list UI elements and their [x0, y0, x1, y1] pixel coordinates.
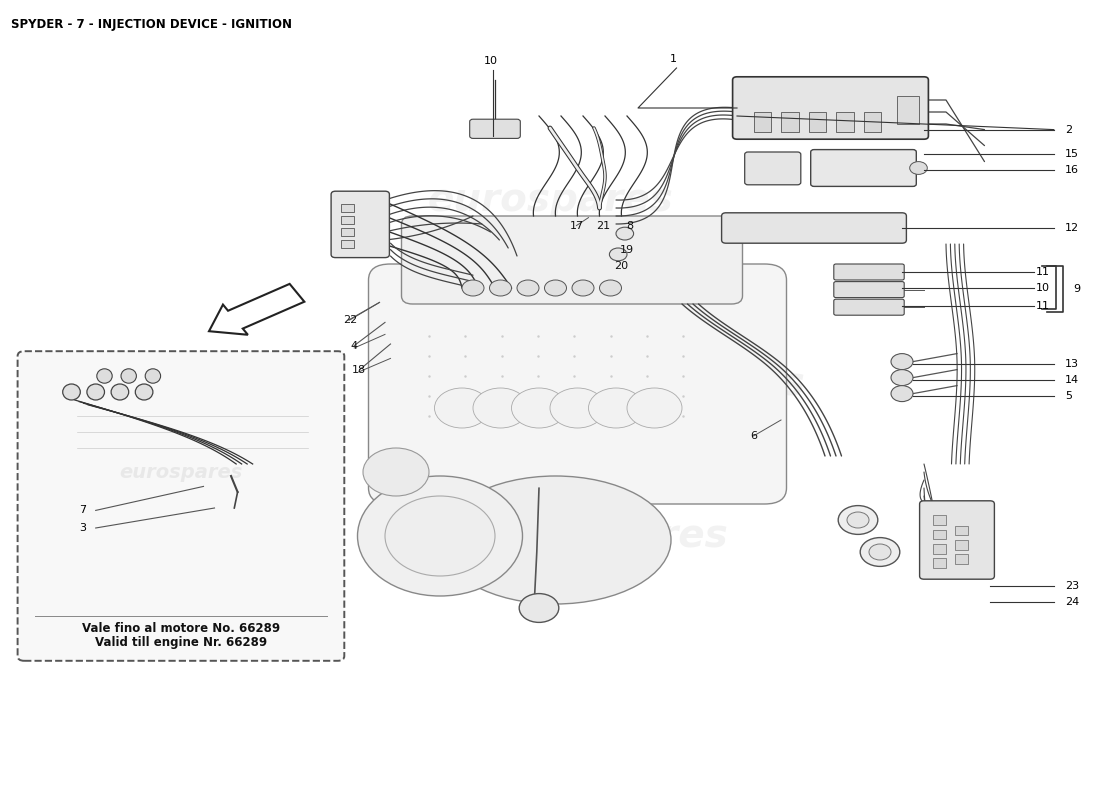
Text: SPYDER - 7 - INJECTION DEVICE - IGNITION: SPYDER - 7 - INJECTION DEVICE - IGNITION [11, 18, 292, 30]
Circle shape [869, 544, 891, 560]
Circle shape [910, 162, 927, 174]
Text: 14: 14 [1065, 375, 1079, 385]
Circle shape [363, 448, 429, 496]
Circle shape [838, 506, 878, 534]
FancyBboxPatch shape [470, 119, 520, 138]
Text: 5: 5 [1065, 391, 1071, 401]
Text: 23: 23 [1065, 581, 1079, 590]
Text: 3: 3 [79, 523, 86, 533]
Text: 12: 12 [1065, 223, 1079, 233]
Ellipse shape [63, 384, 80, 400]
Bar [933, 558, 946, 568]
FancyArrow shape [209, 284, 305, 334]
Circle shape [462, 280, 484, 296]
Ellipse shape [145, 369, 161, 383]
Text: 22: 22 [343, 315, 356, 325]
Text: Vale fino al motore No. 66289: Vale fino al motore No. 66289 [81, 622, 280, 634]
Text: 11: 11 [1036, 267, 1050, 277]
Circle shape [616, 227, 634, 240]
Bar [955, 526, 968, 535]
Bar [933, 544, 946, 554]
Ellipse shape [97, 369, 112, 383]
Circle shape [550, 388, 605, 428]
Circle shape [434, 388, 490, 428]
Text: 8: 8 [627, 221, 634, 230]
Bar [341, 228, 354, 236]
FancyBboxPatch shape [834, 282, 904, 298]
Circle shape [517, 280, 539, 296]
Ellipse shape [111, 384, 129, 400]
Bar [754, 112, 771, 132]
Text: 7: 7 [79, 506, 86, 515]
Ellipse shape [440, 476, 671, 604]
Circle shape [609, 248, 627, 261]
Bar [955, 554, 968, 564]
Ellipse shape [135, 384, 153, 400]
Bar [781, 112, 799, 132]
FancyBboxPatch shape [722, 213, 906, 243]
Bar [896, 96, 918, 124]
FancyBboxPatch shape [331, 191, 389, 258]
Text: 21: 21 [596, 221, 609, 230]
Ellipse shape [121, 369, 136, 383]
Circle shape [627, 388, 682, 428]
Circle shape [473, 388, 528, 428]
Bar [808, 112, 826, 132]
FancyBboxPatch shape [745, 152, 801, 185]
Text: 24: 24 [1065, 597, 1079, 606]
Text: 2: 2 [1065, 125, 1071, 134]
Text: eurospares: eurospares [559, 365, 805, 403]
Circle shape [490, 280, 512, 296]
Circle shape [891, 370, 913, 386]
Text: Valid till engine Nr. 66289: Valid till engine Nr. 66289 [95, 636, 267, 649]
Text: 20: 20 [615, 261, 628, 270]
Text: 16: 16 [1065, 165, 1079, 174]
Text: 4: 4 [351, 341, 358, 350]
Circle shape [358, 476, 522, 596]
Text: 10: 10 [484, 56, 497, 66]
Text: 13: 13 [1065, 359, 1079, 369]
Text: 18: 18 [352, 365, 365, 374]
Bar [341, 204, 354, 212]
FancyBboxPatch shape [18, 351, 344, 661]
Text: 15: 15 [1065, 149, 1079, 158]
Text: 6: 6 [750, 431, 757, 441]
Circle shape [519, 594, 559, 622]
Circle shape [600, 280, 621, 296]
Text: 17: 17 [570, 221, 583, 230]
FancyBboxPatch shape [811, 150, 916, 186]
Bar [836, 112, 854, 132]
Text: 10: 10 [1036, 283, 1050, 293]
Circle shape [385, 496, 495, 576]
Bar [864, 112, 881, 132]
Circle shape [572, 280, 594, 296]
Text: 19: 19 [620, 245, 634, 254]
Circle shape [512, 388, 566, 428]
FancyBboxPatch shape [834, 299, 904, 315]
Text: 11: 11 [1036, 301, 1050, 310]
Bar [933, 530, 946, 539]
Bar [341, 216, 354, 224]
Circle shape [891, 386, 913, 402]
FancyBboxPatch shape [368, 264, 786, 504]
Text: eurospares: eurospares [119, 462, 243, 482]
FancyBboxPatch shape [834, 264, 904, 280]
FancyBboxPatch shape [733, 77, 928, 139]
Text: eurospares: eurospares [427, 181, 673, 219]
Circle shape [847, 512, 869, 528]
FancyBboxPatch shape [920, 501, 994, 579]
Text: 9: 9 [1074, 284, 1080, 294]
Text: 1: 1 [670, 54, 676, 64]
Text: eurospares: eurospares [482, 517, 728, 555]
FancyBboxPatch shape [402, 216, 742, 304]
Circle shape [588, 388, 643, 428]
Bar [955, 540, 968, 550]
Ellipse shape [87, 384, 104, 400]
Circle shape [544, 280, 566, 296]
Bar [933, 515, 946, 525]
Circle shape [860, 538, 900, 566]
Circle shape [891, 354, 913, 370]
Bar [341, 240, 354, 248]
